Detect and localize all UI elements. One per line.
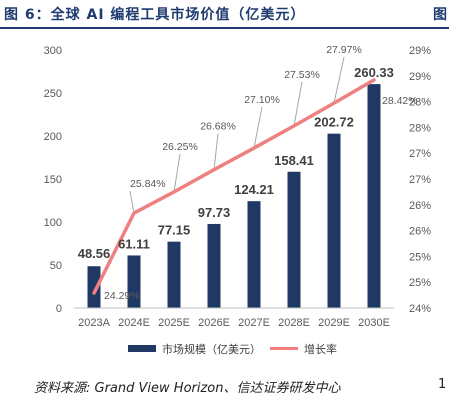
left-axis: 0 50 100 150 200 250 300 <box>44 45 62 315</box>
bar-2030E <box>367 84 381 308</box>
bar-2029E <box>327 133 341 308</box>
x-tick-label: 2030E <box>358 317 390 329</box>
rate-value-label: 27.53% <box>284 69 320 81</box>
right-tick-label: 28% <box>409 122 431 134</box>
x-tick-label: 2026E <box>198 317 230 329</box>
right-axis: 24% 25% 25% 26% 26% 27% 27% 28% 28% 29% 29% <box>409 45 431 315</box>
right-tick-label: 29% <box>409 45 431 57</box>
bar-value-label: 61.11 <box>118 236 150 251</box>
rate-value-label: 26.25% <box>162 141 198 153</box>
x-tick-label: 2027E <box>238 317 270 329</box>
right-tick-label: 27% <box>409 174 431 186</box>
right-tick-label: 26% <box>409 226 431 238</box>
figure-title-cut: 图 <box>433 7 447 23</box>
bar-value-label: 260.33 <box>354 65 394 80</box>
right-tick-label: 29% <box>409 71 431 83</box>
x-tick-label: 2028E <box>278 317 310 329</box>
bar-series <box>87 84 381 308</box>
left-tick-label: 150 <box>44 174 62 186</box>
x-tick-label: 2023A <box>78 317 110 329</box>
bar-2026E <box>207 223 221 308</box>
left-tick-label: 50 <box>50 260 62 272</box>
rate-value-label: 24.29% <box>104 290 140 302</box>
right-tick-label: 25% <box>409 277 431 289</box>
bar-value-label: 158.41 <box>274 153 314 168</box>
left-tick-label: 250 <box>44 88 62 100</box>
title-rule <box>0 27 449 29</box>
legend-swatch-bar <box>128 345 156 352</box>
figure-title: 图 6：全球 AI 编程工具市场价值（亿美元） <box>4 7 306 23</box>
bar-2023A <box>87 266 101 308</box>
left-tick-label: 100 <box>44 217 62 229</box>
bar-value-label: 97.73 <box>198 205 231 220</box>
legend-label-bar: 市场规模（亿美元） <box>162 342 261 356</box>
bar-2027E <box>247 201 261 308</box>
x-tick-label: 2029E <box>318 317 350 329</box>
left-tick-label: 300 <box>44 45 62 57</box>
rate-value-labels: 24.29% 25.84% 26.25%26.68% 27.10% 27.53% 27.9… <box>104 44 418 302</box>
bar-value-label: 48.56 <box>78 246 111 261</box>
bar-2025E <box>167 241 181 308</box>
growth-rate-line <box>92 78 376 295</box>
bar-value-label: 77.15 <box>158 223 191 238</box>
rate-leader-line <box>333 57 345 104</box>
rate-value-label: 25.84% <box>130 178 166 190</box>
bar-2028E <box>287 171 301 308</box>
rate-leader-line <box>173 153 181 192</box>
right-tick-label: 26% <box>409 200 431 212</box>
bar-value-label: 202.72 <box>314 115 354 130</box>
right-tick-label: 28% <box>409 97 431 109</box>
line-series <box>92 78 376 295</box>
left-tick-label: 0 <box>56 303 62 315</box>
right-tick-label: 27% <box>409 148 431 160</box>
source-note-cut: 1 <box>438 377 447 392</box>
x-axis: 2023A 2024E 2025E 2026E 2027E 2028E 2029E 2030E <box>78 317 390 329</box>
rate-leader-line <box>129 190 135 214</box>
bar-value-label: 124.21 <box>234 182 274 197</box>
x-tick-label: 2025E <box>158 317 190 329</box>
x-tick-label: 2024E <box>118 317 150 329</box>
source-note: 资料来源: Grand View Horizon、信达证券研发中心 <box>34 381 341 396</box>
rate-value-label: 27.10% <box>244 94 280 106</box>
rate-leader-line <box>293 81 303 126</box>
legend-label-line: 增长率 <box>304 342 337 356</box>
rate-value-label: 26.68% <box>200 121 236 133</box>
bar-2024E <box>127 255 141 308</box>
rate-value-label: 28.42% <box>382 95 418 107</box>
rate-leader-line <box>253 106 263 149</box>
rate-value-label: 27.97% <box>326 44 362 56</box>
legend: 市场规模（亿美元） 增长率 <box>128 342 337 356</box>
rate-leader-line <box>213 133 219 170</box>
left-tick-label: 200 <box>44 131 62 143</box>
right-tick-label: 24% <box>409 303 431 315</box>
right-tick-label: 25% <box>409 251 431 263</box>
rate-label-leaders <box>129 57 345 214</box>
